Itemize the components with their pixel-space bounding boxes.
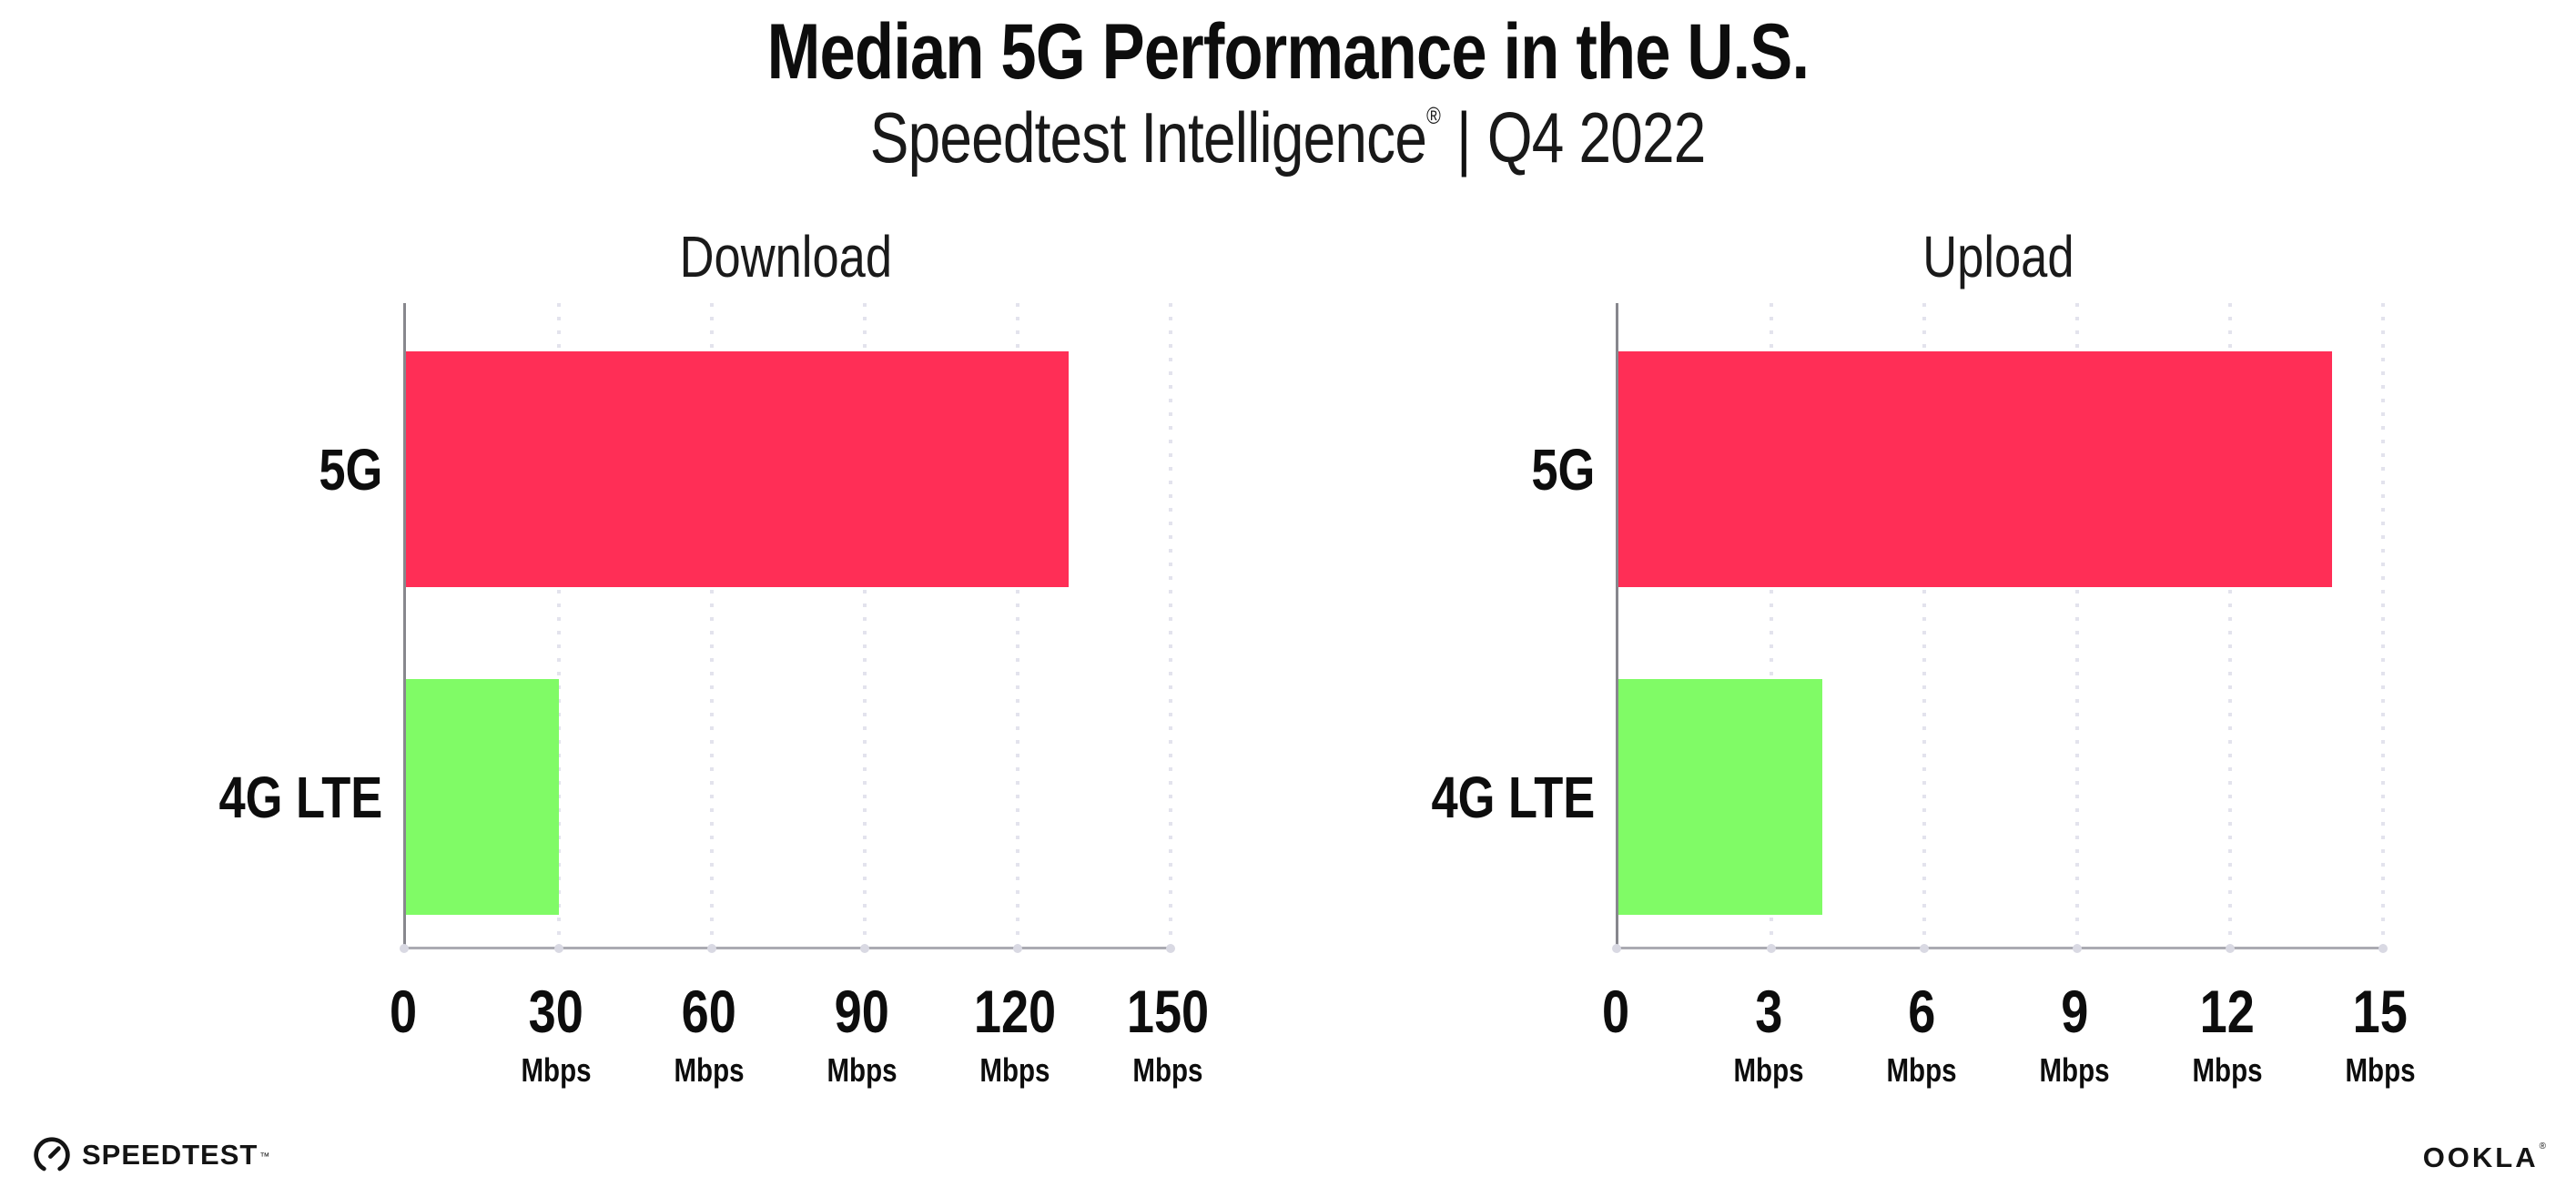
x-tick-12: 12 Mbps [2185,981,2270,1087]
trademark-mark: ™ [259,1151,270,1162]
x-tick-15: 15 Mbps [2338,981,2423,1087]
speedtest-gauge-icon [33,1136,71,1174]
x-tick-120-num: 120 [973,978,1057,1045]
speedtest-logo-text: SPEEDTEST [82,1139,259,1171]
x-tick-0: 0 [1599,981,1633,1087]
gridline-90 [863,303,867,947]
bar-5g-upload [1618,351,2332,587]
x-tick-6: 6 Mbps [1879,981,1964,1087]
upload-chart-title: Upload [1616,228,2380,286]
gridline-150 [1169,303,1172,947]
category-label-5g-text: 5G [318,437,382,502]
x-tick-30: 30 Mbps [513,981,599,1087]
x-tick-9-unit: Mbps [2039,1051,2110,1089]
gridline-9 [2075,303,2079,947]
x-tick-3-unit: Mbps [1733,1051,1804,1089]
upload-x-axis: 0 3 Mbps 6 Mbps 9 Mbps 12 Mbps 15 Mbps [1602,981,2416,1127]
page-subtitle: Speedtest Intelligence® | Q4 2022 [0,102,2576,173]
x-tick-60: 60 Mbps [666,981,752,1087]
bar-4g-lte-download [406,679,559,915]
x-tick-150: 150 Mbps [1118,981,1218,1087]
x-tick-120: 120 Mbps [965,981,1065,1087]
category-label-5g-text: 5G [1530,437,1595,502]
category-label-5g: 5G [305,441,382,499]
x-tick-60-unit: Mbps [674,1051,745,1089]
registered-mark: ® [2539,1141,2546,1151]
x-tick-3: 3 Mbps [1726,981,1811,1087]
category-label-4g-lte: 4G LTE [1395,768,1595,827]
gridline-15 [2381,303,2385,947]
x-tick-9: 9 Mbps [2032,981,2117,1087]
x-tick-90-unit: Mbps [827,1051,898,1089]
upload-chart-title-text: Upload [1922,224,2074,289]
download-chart-title: Download [403,228,1168,286]
subtitle-separator: | [1456,97,1472,178]
category-label-4g-lte: 4G LTE [183,768,382,827]
ookla-logo: OOKLA® [2422,1141,2546,1174]
category-label-4g-lte-text: 4G LTE [1431,765,1595,830]
x-tick-150-unit: Mbps [1132,1051,1203,1089]
x-tick-150-num: 150 [1126,978,1210,1045]
download-chart-title-text: Download [679,224,892,289]
x-tick-12-unit: Mbps [2192,1051,2263,1089]
x-tick-0-num: 0 [389,978,418,1045]
page-title: Median 5G Performance in the U.S. [0,13,2576,91]
download-x-axis: 0 30 Mbps 60 Mbps 90 Mbps 120 Mbps 150 M… [390,981,1209,1127]
x-tick-9-num: 9 [2060,978,2089,1045]
upload-plot-area: 5G 4G LTE [1431,303,2385,953]
subtitle-brand: Speedtest Intelligence [870,97,1427,178]
x-tick-30-unit: Mbps [521,1051,592,1089]
x-tick-15-unit: Mbps [2345,1051,2416,1089]
upload-chart: Upload 5G 4G LTE 0 3 Mbp [1431,0,2416,1197]
page-subtitle-text: Speedtest Intelligence® | Q4 2022 [870,102,1707,173]
axis-origin-dot [400,944,409,953]
ookla-logo-text: OOKLA [2422,1141,2539,1173]
x-tick-0-num: 0 [1601,978,1630,1045]
gridline-60 [710,303,714,947]
x-tick-3-num: 3 [1754,978,1783,1045]
gridline-6 [1922,303,1926,947]
page-title-text: Median 5G Performance in the U.S. [766,8,1810,96]
gridline-30 [557,303,561,947]
gridline-12 [2228,303,2232,947]
x-tick-12-num: 12 [2199,978,2256,1045]
x-tick-120-unit: Mbps [979,1051,1050,1089]
download-plot-area: 5G 4G LTE [218,303,1172,953]
speedtest-logo: SPEEDTEST ™ [33,1136,270,1174]
axis-origin-dot [1612,944,1621,953]
download-chart: Download 5G 4G LTE 0 30 [218,0,1209,1197]
x-tick-90: 90 Mbps [819,981,905,1087]
x-tick-30-num: 30 [528,978,584,1045]
gridline-120 [1016,303,1019,947]
x-tick-60-num: 60 [681,978,737,1045]
bar-5g-download [406,351,1069,587]
x-tick-90-num: 90 [834,978,890,1045]
category-label-4g-lte-text: 4G LTE [218,765,382,830]
x-tick-0: 0 [387,981,421,1087]
x-tick-6-num: 6 [1907,978,1936,1045]
x-tick-15-num: 15 [2352,978,2409,1045]
registered-mark: ® [1426,102,1441,129]
bar-4g-lte-upload [1618,679,1822,915]
gridline-3 [1770,303,1773,947]
category-label-5g: 5G [1517,441,1595,499]
subtitle-period: Q4 2022 [1487,97,1706,178]
x-tick-6-unit: Mbps [1886,1051,1957,1089]
